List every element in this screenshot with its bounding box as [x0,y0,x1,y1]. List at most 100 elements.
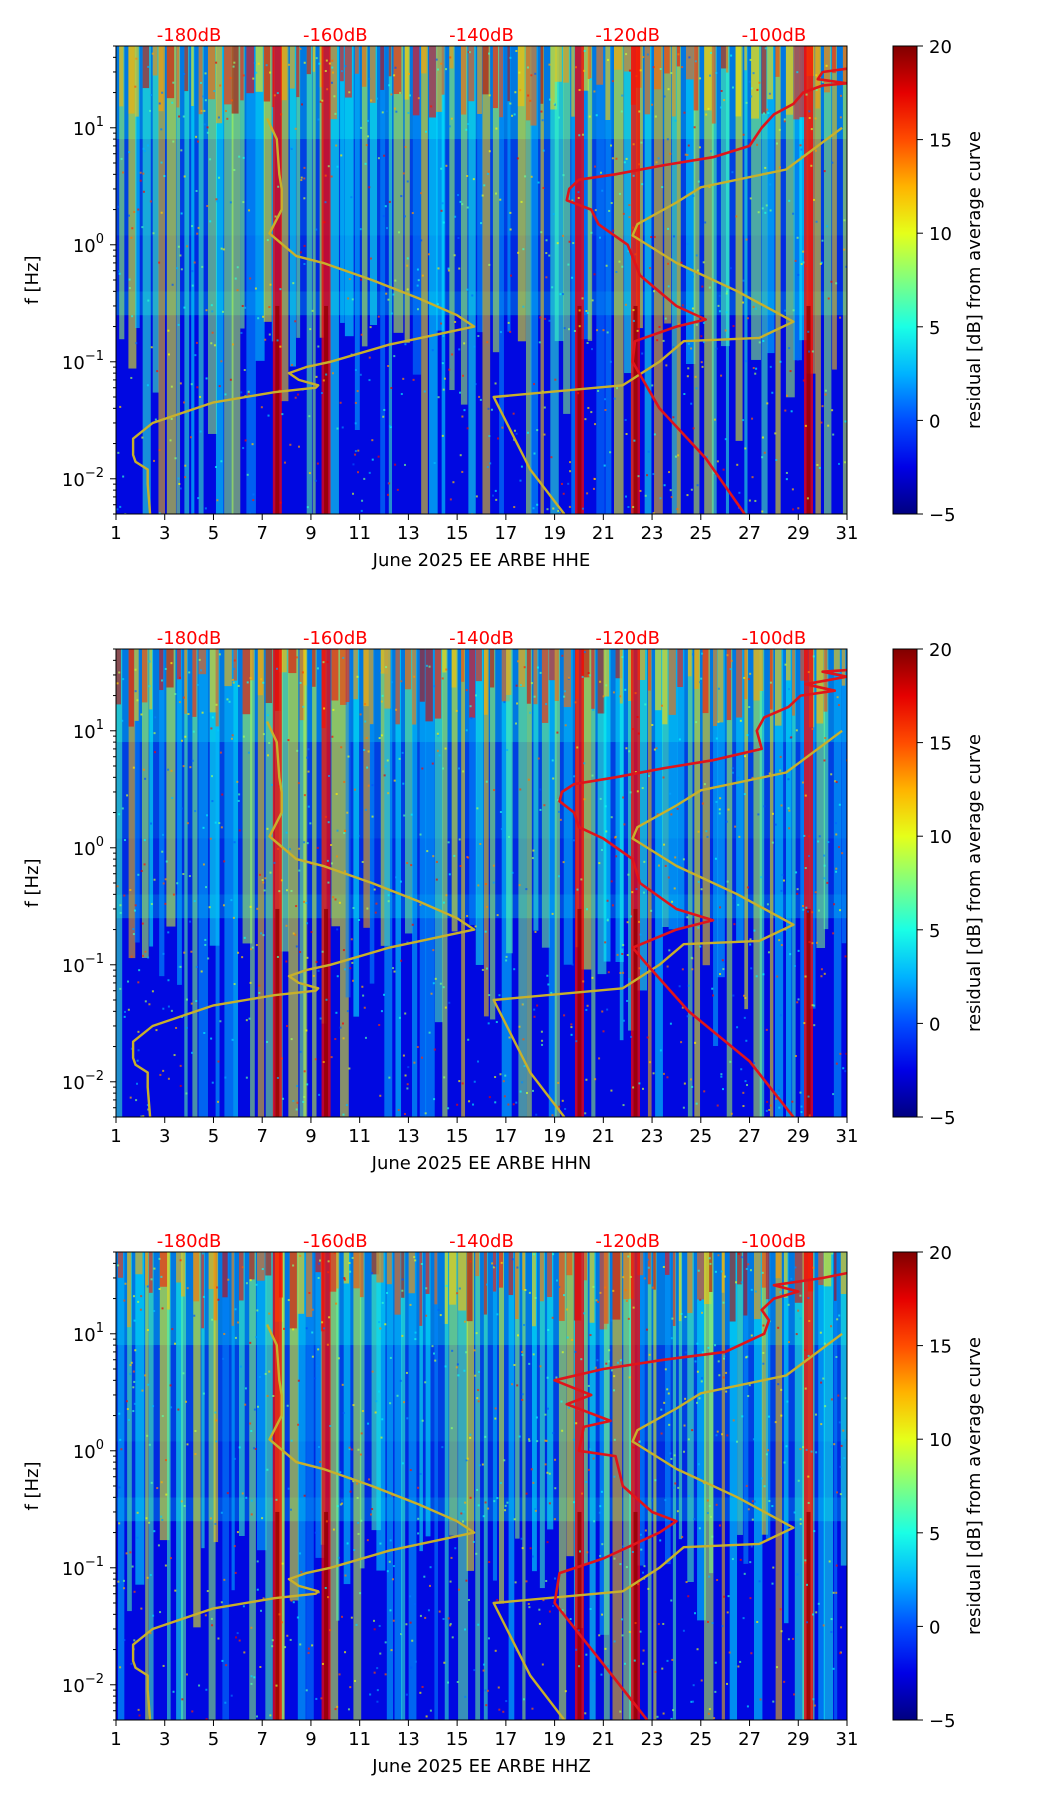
x-tick-label: 1 [110,1729,121,1750]
x-tick-label: 7 [256,1729,267,1750]
y-tick-label: 101 [73,115,104,140]
y-tick-label: 10−1 [62,1555,104,1580]
x-axis-label: June 2025 EE ARBE HHE [372,550,591,571]
y-tick-label: 100 [73,232,104,257]
x-tick-label: 29 [787,523,810,544]
x-tick-label: 19 [543,1729,566,1750]
colorbar-tick-label: 15 [929,131,952,152]
x-tick-label: 23 [641,523,664,544]
colorbar-tick-label: 0 [929,1617,940,1638]
x-tick-label: 31 [836,523,859,544]
noise-model-line-2 [492,1332,843,1720]
db-scale-label: -180dB [157,1231,222,1252]
y-tick-label: 10−2 [62,1069,104,1094]
x-tick-label: 27 [738,1126,761,1147]
db-scale-label: -140dB [449,628,514,649]
x-tick-label: 25 [689,1126,712,1147]
y-tick-label: 10−1 [62,952,104,977]
db-scale-label: -140dB [449,25,514,46]
db-scale-label: -140dB [449,1231,514,1252]
spectrogram [116,649,847,1117]
x-tick-label: 15 [446,1126,469,1147]
x-tick-label: 13 [397,1126,420,1147]
colorbar-tick-label: 0 [929,411,940,432]
colorbar-tick-label: 20 [929,640,952,661]
colorbar: −5 0 5 10 15 20 residual [dB] from average cur… [892,37,985,526]
x-tick-label: 13 [397,1729,420,1750]
average-curve-line [558,668,847,1117]
x-tick-label: 3 [159,523,170,544]
colorbar: −5 0 5 10 15 20 residual [dB] from average cur… [892,640,985,1129]
colorbar-tick-label: 5 [929,921,940,942]
db-scale-label: -160dB [303,628,368,649]
colorbar-tick-label: −5 [929,1108,956,1129]
colorbar-tick-label: 5 [929,1524,940,1545]
x-tick-label: 5 [208,1126,219,1147]
x-tick-label: 17 [494,1126,517,1147]
x-tick-label: 3 [159,1729,170,1750]
x-tick-label: 15 [446,523,469,544]
colorbar-tick-label: 10 [929,224,952,245]
x-tick-label: 21 [592,523,615,544]
y-tick-label: 10−2 [62,1672,104,1697]
x-tick-label: 13 [397,523,420,544]
x-tick-label: 11 [348,1126,371,1147]
x-tick-label: 25 [689,1729,712,1750]
y-tick-label: 10−2 [62,466,104,491]
db-scale-label: -120dB [595,1231,660,1252]
colorbar-tick-label: −5 [929,1711,956,1732]
x-tick-label: 5 [208,1729,219,1750]
x-tick-label: 1 [110,523,121,544]
x-tick-label: 23 [641,1126,664,1147]
y-tick-label: 10−1 [62,349,104,374]
x-axis-label: June 2025 EE ARBE HHN [371,1153,592,1174]
colorbar-tick-label: 5 [929,318,940,339]
x-tick-label: 7 [256,523,267,544]
y-axis-label: f [Hz] [22,255,43,304]
x-tick-label: 23 [641,1729,664,1750]
x-tick-label: 29 [787,1126,810,1147]
x-tick-label: 9 [305,523,316,544]
x-tick-label: 17 [494,523,517,544]
x-tick-label: 1 [110,1126,121,1147]
db-scale-label: -160dB [303,1231,368,1252]
noise-model-line-2 [492,729,843,1117]
colorbar-tick-label: 20 [929,37,952,58]
noise-model-line-1 [131,720,476,1117]
x-tick-label: 27 [738,1729,761,1750]
x-tick-label: 19 [543,1126,566,1147]
db-scale-label: -160dB [303,25,368,46]
colorbar-label: residual [dB] from average curve [964,131,985,429]
x-tick-label: 19 [543,523,566,544]
x-tick-label: 21 [592,1729,615,1750]
y-tick-label: 101 [73,718,104,743]
x-tick-label: 17 [494,1729,517,1750]
spectrogram [116,1252,847,1720]
y-tick-label: 101 [73,1321,104,1346]
x-axis-label: June 2025 EE ARBE HHZ [371,1756,591,1777]
x-tick-label: 25 [689,523,712,544]
db-scale-label: -100dB [742,1231,807,1252]
x-tick-label: 27 [738,523,761,544]
x-tick-label: 9 [305,1729,316,1750]
y-axis-label: f [Hz] [22,1461,43,1510]
colorbar-gradient [892,648,918,1118]
y-tick-label: 100 [73,835,104,860]
x-tick-label: 7 [256,1126,267,1147]
colorbar-gradient [892,45,918,515]
colorbar-tick-label: −5 [929,505,956,526]
db-scale-label: -120dB [595,628,660,649]
x-tick-label: 29 [787,1729,810,1750]
noise-model-line-2 [492,126,843,514]
colorbar-tick-label: 10 [929,1430,952,1451]
colorbar-tick-label: 10 [929,827,952,848]
colorbar-tick-label: 15 [929,734,952,755]
colorbar-gradient [892,1251,918,1721]
x-tick-label: 11 [348,523,371,544]
x-tick-label: 3 [159,1126,170,1147]
db-scale-label: -120dB [595,25,660,46]
